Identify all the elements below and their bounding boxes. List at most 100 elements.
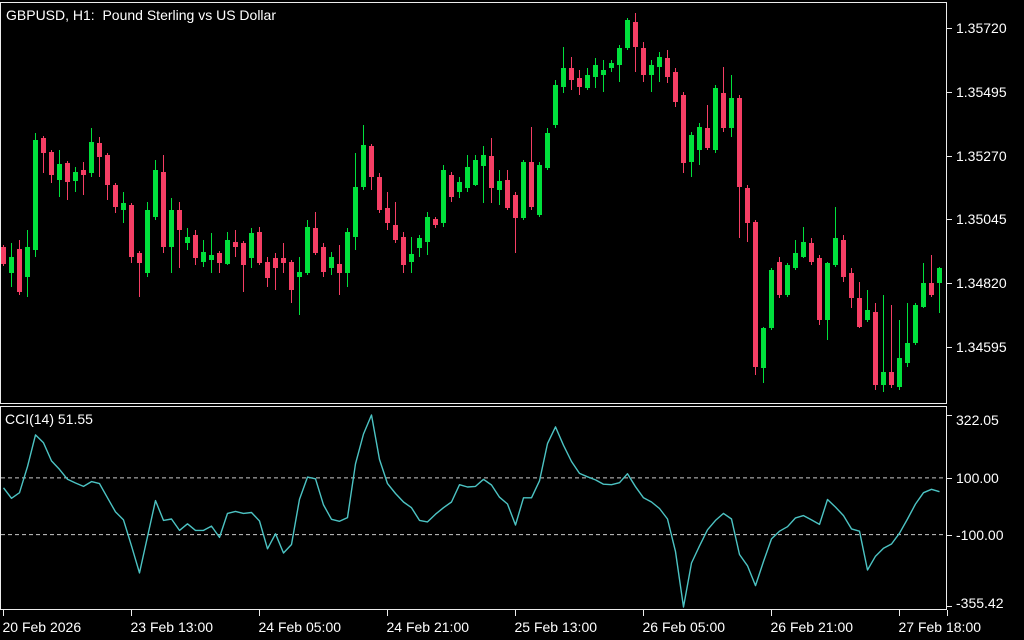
- candle-bear: [809, 242, 814, 262]
- candle-wick-bull: [659, 52, 660, 82]
- price-tick: [947, 27, 952, 29]
- cci-tick-label: -355.42: [956, 595, 1004, 611]
- candle-bear: [385, 208, 390, 224]
- candle-bull: [905, 343, 910, 364]
- candle-wick-bear: [99, 136, 100, 178]
- candle-bear: [17, 248, 22, 292]
- candle-bull: [913, 305, 918, 343]
- candle-bear: [113, 185, 118, 207]
- candle-bull: [209, 255, 214, 260]
- candle-wick-bull: [651, 60, 652, 92]
- cci-tick-label: 322.05: [956, 412, 999, 428]
- candle-bear: [129, 204, 134, 258]
- time-tick-label: 26 Feb 21:00: [770, 619, 854, 635]
- candle-bear: [97, 142, 102, 157]
- candle-bull: [305, 227, 310, 273]
- candle-bear: [177, 210, 182, 230]
- candle-bear: [753, 222, 758, 368]
- candle-bull: [497, 180, 502, 190]
- candle-bear: [137, 253, 142, 263]
- candle-bull: [297, 271, 302, 277]
- candle-bear: [505, 180, 510, 209]
- candle-bull: [457, 182, 462, 192]
- candle-bull: [465, 166, 470, 188]
- candle-bear: [873, 312, 878, 385]
- candle-bear: [929, 283, 934, 296]
- candle-bear: [529, 162, 534, 207]
- time-tick: [259, 610, 260, 616]
- candle-wick-bull: [299, 257, 300, 315]
- candle-wick-bear: [139, 251, 140, 298]
- candle-bull: [361, 145, 366, 188]
- time-tick-label: 20 Feb 2026: [2, 619, 82, 635]
- time-tick: [131, 610, 132, 616]
- candle-bull: [833, 238, 838, 265]
- candle-bear: [817, 258, 822, 321]
- candle-bear: [41, 138, 46, 153]
- candle-wick-bull: [899, 320, 900, 391]
- candle-bear: [777, 261, 782, 296]
- candle-bull: [937, 268, 942, 284]
- candle-wick-bull: [883, 295, 884, 393]
- candle-bull: [769, 269, 774, 328]
- candle-bull: [617, 47, 622, 65]
- candle-bull: [585, 75, 590, 89]
- chart-title: GBPUSD, H1: Pound Sterling vs US Dollar: [6, 7, 276, 23]
- candle-bear: [1, 246, 6, 264]
- time-tick: [899, 610, 900, 616]
- candle-bear: [49, 151, 54, 175]
- candle-bear: [641, 47, 646, 75]
- candle-bull: [537, 165, 542, 215]
- candle-bull: [249, 233, 254, 258]
- candle-bear: [377, 177, 382, 211]
- candle-bear: [673, 72, 678, 103]
- price-tick-label: 1.35270: [956, 148, 1007, 164]
- candle-bear: [81, 170, 86, 175]
- candle-bear: [433, 219, 438, 226]
- candle-bull: [89, 142, 94, 173]
- candle-bear: [257, 231, 262, 264]
- candle-wick-bear: [179, 202, 180, 268]
- candle-bear: [313, 227, 318, 254]
- candle-bull: [225, 240, 230, 264]
- candle-wick-bull: [483, 145, 484, 203]
- candle-wick-bear: [243, 241, 244, 292]
- candle-bear: [665, 58, 670, 78]
- candle-wick-bull: [867, 290, 868, 322]
- candle-bear: [337, 263, 342, 273]
- candle-bear: [681, 94, 686, 163]
- candle-bear: [265, 261, 270, 279]
- candle-bull: [729, 98, 734, 129]
- candle-bear: [369, 146, 374, 178]
- time-tick-label: 24 Feb 21:00: [386, 619, 470, 635]
- candle-bull: [561, 68, 566, 87]
- candle-bull: [473, 160, 478, 186]
- candle-bull: [625, 20, 630, 48]
- time-tick: [771, 610, 772, 616]
- time-tick: [946, 610, 948, 616]
- candle-bull: [25, 246, 30, 277]
- candle-bull: [657, 56, 662, 67]
- price-tick: [947, 346, 952, 348]
- candle-bull: [593, 64, 598, 78]
- candle-bull: [417, 238, 422, 248]
- candle-bull: [185, 237, 190, 243]
- candle-bull: [201, 252, 206, 262]
- candle-bear: [161, 172, 166, 247]
- candle-bull: [921, 283, 926, 307]
- candle-bull: [785, 265, 790, 296]
- price-tick-label: 1.35720: [956, 20, 1007, 36]
- candle-wick-bear: [891, 305, 892, 389]
- price-tick: [947, 91, 952, 93]
- candle-bull: [609, 62, 614, 68]
- candle-bull: [713, 88, 718, 150]
- time-tick: [387, 610, 388, 616]
- candle-wick-bear: [707, 105, 708, 150]
- candle-bull: [329, 257, 334, 268]
- candle-bear: [289, 261, 294, 290]
- candle-bear: [745, 187, 750, 224]
- candle-bull: [689, 135, 694, 163]
- candle-bear: [233, 242, 238, 247]
